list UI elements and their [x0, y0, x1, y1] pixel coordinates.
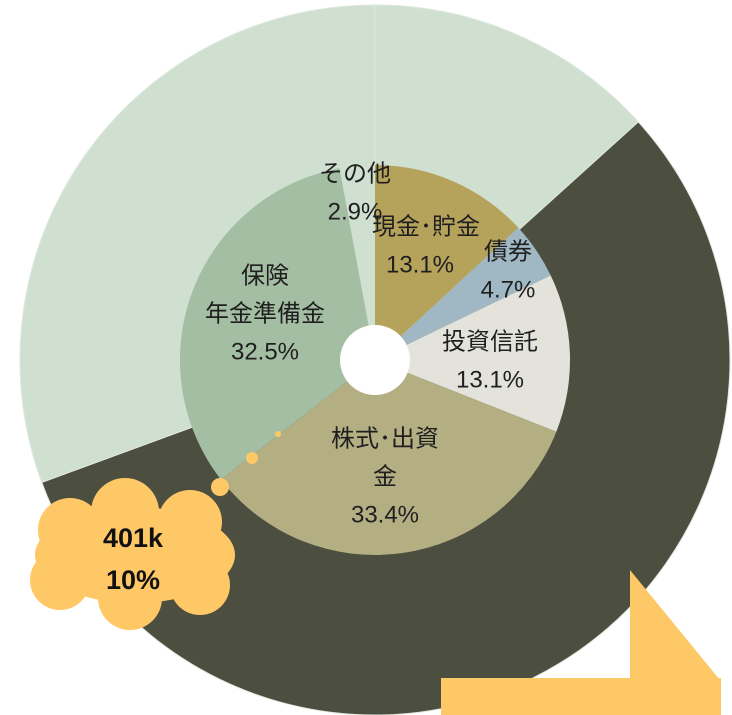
value-label: 32.5% — [231, 338, 299, 365]
slice-label: 金 — [373, 463, 397, 490]
bubble-dot — [275, 431, 281, 437]
callout-box — [441, 678, 721, 715]
slice-label: 債券 — [484, 238, 532, 265]
center-hole — [340, 325, 410, 395]
value-label: 2.9% — [328, 198, 383, 225]
cloud — [158, 490, 222, 554]
slice-label: その他 — [319, 160, 391, 187]
annotation: 401k — [103, 523, 164, 553]
slice — [339, 165, 375, 360]
bubble-dot — [246, 452, 258, 464]
slice — [180, 168, 375, 480]
cloud — [38, 498, 102, 562]
cloud — [98, 566, 162, 630]
slice-label: 投資信託 — [442, 328, 538, 355]
annotation: 10% — [106, 565, 160, 595]
inner-pie — [180, 165, 570, 556]
slice-label: 現金･貯金 — [372, 213, 480, 240]
slice — [375, 165, 519, 360]
slice-label: 年金準備金 — [205, 300, 325, 327]
labels: 現金･貯金 13.1% 債券 4.7% 投資信託 13.1% 株式･出資金 33.4% 保険年金… — [205, 160, 538, 528]
slice-label: 株式･出資 — [331, 425, 439, 452]
value-label: 13.1% — [386, 251, 454, 278]
cloud — [170, 555, 230, 615]
slice-label: 保険 — [241, 262, 289, 289]
slice — [220, 360, 557, 556]
slice — [375, 275, 570, 432]
cloud — [91, 478, 159, 546]
value-label: 13.1% — [456, 366, 524, 393]
cloud — [30, 550, 90, 610]
cloud-callout — [30, 431, 281, 630]
bubble-dot — [211, 478, 229, 496]
slice — [375, 227, 551, 360]
callout-pointer — [630, 570, 720, 680]
cloud-text: 401k 10% — [103, 523, 164, 595]
value-label: 4.7% — [481, 276, 536, 303]
value-label: 33.4% — [351, 501, 419, 528]
